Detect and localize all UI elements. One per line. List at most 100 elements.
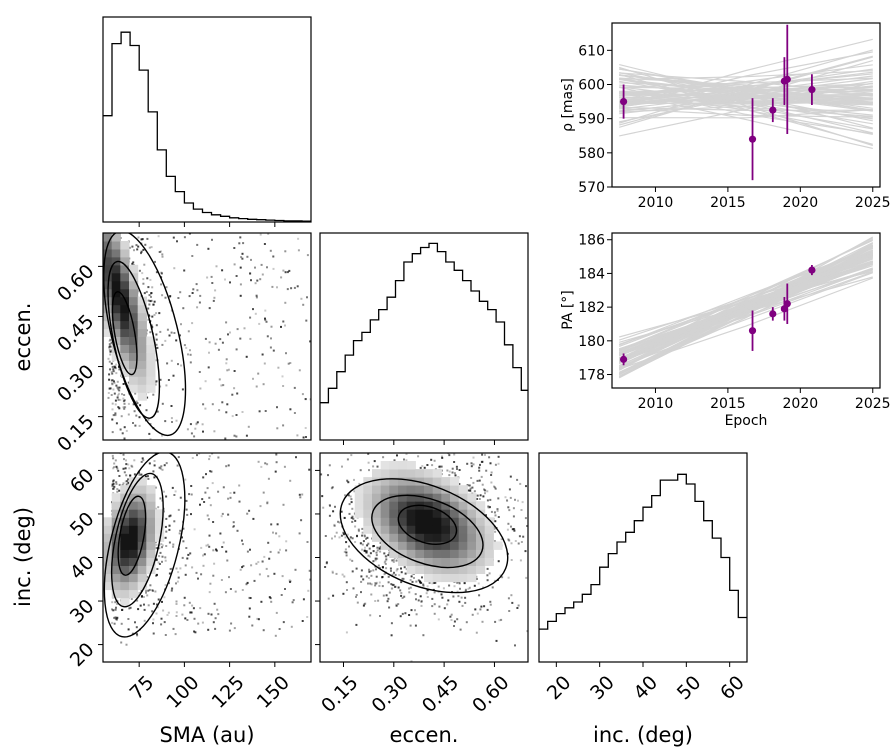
sma_vs_inc-sample-point: [159, 551, 162, 554]
sma_vs_inc-sample-point: [266, 502, 269, 505]
sma_vs_inc-density-cell: [146, 557, 156, 566]
ecc_vs_inc-sample-point: [378, 567, 381, 569]
sma_vs_inc-sample-point: [202, 476, 205, 479]
sma_vs_inc-sample-point: [126, 480, 128, 483]
sma_vs_inc-sample-point: [210, 613, 213, 616]
ecc_vs_inc-sample-point: [518, 535, 521, 538]
sma_vs_ecc-sample-point: [110, 371, 113, 373]
sma_vs_inc-density-cell: [137, 533, 147, 542]
sma_vs_inc-sample-point: [178, 532, 181, 535]
ecc_vs_inc-sample-point: [465, 621, 468, 624]
ecc_vs_inc-sample-point: [388, 606, 391, 609]
sma_vs_ecc-sample-point: [120, 415, 123, 418]
sma_vs_inc-density-cell: [120, 533, 130, 542]
sma_vs_ecc-sample-point: [254, 312, 257, 315]
ecc_vs_inc-density-cell: [398, 517, 408, 526]
ecc_vs_inc-sample-point: [350, 498, 353, 501]
sma_vs_inc-sample-point: [199, 607, 202, 610]
sma_vs_ecc-density-cell: [129, 280, 139, 290]
sma_vs_inc-sample-point: [147, 604, 150, 607]
ecc_vs_inc-sample-point: [328, 514, 331, 517]
sma_vs_inc-sample-point: [236, 529, 239, 532]
ecc_vs_inc-sample-point: [461, 604, 464, 607]
sma_vs_ecc-density-cell: [120, 272, 130, 282]
sma_vs_inc-sample-point: [143, 619, 146, 622]
ecc_vs_inc-sample-point: [490, 471, 493, 474]
ecc_vs_inc-sample-point: [390, 634, 393, 637]
ecc_vs_inc-sample-point: [482, 495, 485, 498]
ecc_vs_inc-sample-point: [457, 595, 460, 598]
sma_vs_ecc-sample-point: [108, 346, 110, 349]
ecc_vs_inc-density-cell: [441, 573, 451, 583]
sma_vs_inc-sample-point: [158, 563, 161, 565]
sma_vs_inc-sample-point: [165, 530, 168, 533]
sma_vs_inc-density-cell: [137, 493, 147, 502]
ecc_vs_inc-sample-point: [478, 479, 481, 482]
sma_vs_inc-sample-point: [267, 477, 270, 480]
sma_vs_inc-sample-point: [155, 574, 158, 577]
ecc_vs_inc-sample-point: [400, 592, 403, 594]
ecc_vs_inc-sample-point: [354, 525, 357, 528]
ecc_vs_inc-sample-point: [360, 591, 362, 594]
sma_vs_ecc-ytick-label: 0.15: [53, 411, 98, 456]
hist_inc-xtick-label: 20: [543, 672, 576, 705]
ecc_vs_inc-density-cell: [458, 565, 468, 574]
sma_vs_inc-sample-point: [283, 465, 286, 468]
ecc_vs_inc-sample-point: [378, 581, 381, 584]
sma_vs_inc-sample-point: [118, 475, 121, 477]
sma_vs_ecc-sample-point: [214, 289, 217, 292]
sma_vs_inc-sample-point: [208, 591, 211, 594]
ecc_vs_inc-density-cell: [424, 517, 434, 526]
rho_vs_epoch-model-line: [619, 86, 873, 135]
sma_vs_inc-sample-point: [111, 454, 114, 457]
ecc_vs_inc-sample-point: [346, 589, 348, 591]
ecc_vs_inc-sample-point: [379, 550, 382, 553]
ecc_vs_inc-density-cell: [389, 549, 399, 558]
sma_vs_inc-sample-point: [136, 634, 139, 637]
sma_vs_ecc-sample-point: [191, 292, 194, 294]
ecc_vs_inc-density-cell: [467, 541, 477, 550]
sma_vs_ecc-sample-point: [155, 338, 158, 341]
sma_vs_inc-sample-point: [118, 483, 121, 486]
ecc_vs_inc-sample-point: [516, 607, 519, 609]
ecc_vs_inc-sample-point: [486, 490, 489, 493]
sma_vs_ecc-sample-point: [191, 322, 194, 325]
ecc_vs_inc-sample-point: [438, 465, 441, 468]
sma_vs_inc-sample-point: [179, 529, 182, 532]
sma_vs_ecc-sample-point: [227, 333, 229, 336]
ecc_vs_inc-xtick-label: 0.30: [367, 672, 412, 717]
sma_vs_inc-sample-point: [187, 553, 190, 556]
sma_vs_ecc-sample-point: [148, 294, 151, 297]
sma_vs_inc-ytick-label: 40: [66, 551, 99, 584]
ecc_vs_inc-sample-point: [381, 566, 384, 569]
sma_vs_inc-sample-point: [196, 454, 198, 457]
ecc_vs_inc-sample-point: [508, 610, 511, 612]
sma_vs_inc-sample-point: [168, 541, 171, 544]
sma_vs_inc-sample-point: [289, 581, 291, 583]
sma_vs_inc-sample-point: [164, 634, 167, 636]
ecc_vs_inc-sample-point: [426, 464, 429, 466]
ecc_vs_inc-sample-point: [352, 517, 355, 520]
sma_vs_ecc-sample-point: [107, 396, 110, 399]
sma_vs_inc-sample-point: [202, 554, 204, 557]
sma_vs_inc-sample-point: [268, 557, 271, 560]
ecc_vs_inc-sample-point: [410, 575, 413, 578]
ecc_vs_inc-sample-point: [367, 554, 370, 557]
sma_vs_ecc-sample-point: [238, 242, 241, 245]
sma_vs_ecc-sample-point: [110, 394, 113, 396]
sma_vs_inc-sample-point: [186, 513, 189, 516]
sma_vs_inc-sample-point: [201, 498, 204, 501]
ecc_vs_inc-density-cell: [467, 549, 477, 558]
sma_vs_inc-density-cell: [120, 485, 130, 494]
sma_vs_ecc-sample-point: [260, 263, 263, 266]
sma_vs_ecc-sample-point: [219, 338, 222, 341]
ecc_vs_inc-sample-point: [519, 559, 522, 562]
sma_vs_ecc-sample-point: [125, 429, 128, 432]
sma_vs_inc-sample-point: [292, 599, 295, 602]
sma_vs_inc-density-cell: [129, 509, 139, 518]
sma_vs_inc-sample-point: [224, 591, 227, 594]
ecc_vs_inc-sample-point: [338, 521, 341, 524]
sma_vs_ecc-sample-point: [186, 428, 189, 431]
ecc_vs_inc-density-cell: [424, 525, 434, 534]
sma-axis-label: SMA (au): [159, 723, 254, 747]
